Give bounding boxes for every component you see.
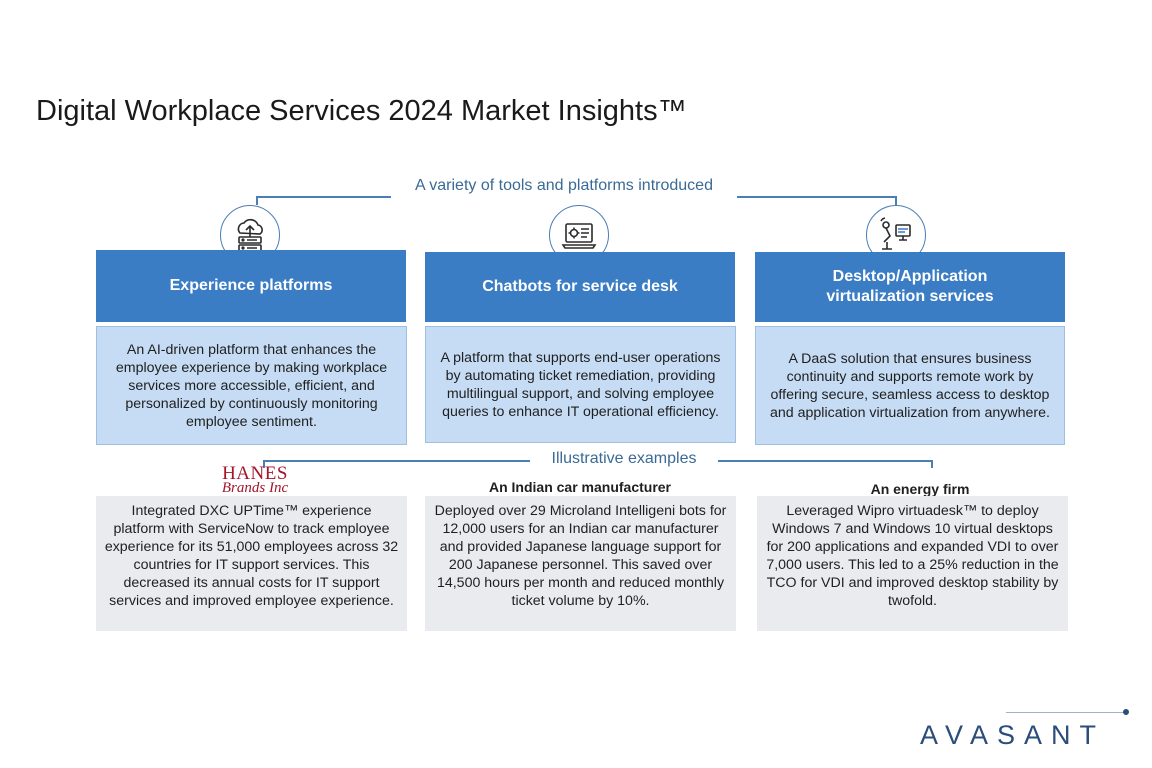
connector-drop-left (256, 196, 258, 205)
brand-accent-dot (1123, 709, 1129, 715)
examples-drop-left (263, 460, 265, 468)
description-virtualization: A DaaS solution that ensures business co… (770, 350, 1050, 421)
description-box-experience: An AI-driven platform that enhances the … (96, 326, 407, 445)
header-experience-platforms-label: Experience platforms (169, 277, 333, 294)
example-text-hanes: Integrated DXC UPTime™ experience platfo… (104, 503, 399, 609)
description-box-chatbots: A platform that supports end-user operat… (425, 326, 736, 443)
connector-drop-right (895, 196, 897, 205)
example-title-energy-firm: An energy firm (870, 481, 970, 497)
header-virtualization: Desktop/Application virtualization servi… (755, 252, 1065, 322)
hanes-brands-logo: HANES Brands Inc (205, 463, 305, 496)
header-chatbots: Chatbots for service desk (425, 252, 735, 322)
examples-drop-right (931, 460, 933, 468)
example-text-car-manufacturer: Deployed over 29 Microland Intelligeni b… (434, 503, 727, 609)
avasant-logo: AVASANT (920, 720, 1106, 750)
hanes-logo-line1: HANES (222, 463, 288, 484)
connector-line-top-right (737, 196, 896, 198)
example-box-energy-firm: Leveraged Wipro virtuadesk™ to deploy Wi… (757, 496, 1068, 631)
header-experience-platforms: Experience platforms (96, 250, 406, 322)
hanes-logo-line2: Brands Inc (221, 480, 289, 496)
example-title-car-manufacturer: An Indian car manufacturer (488, 479, 672, 495)
connector-line-top-left (256, 196, 391, 198)
tools-section-label: A variety of tools and platforms introdu… (391, 177, 737, 195)
brand-accent-line (1006, 712, 1124, 713)
header-virtualization-label: Desktop/Application virtualization servi… (826, 268, 994, 305)
examples-section-label: Illustrative examples (530, 450, 718, 468)
example-text-energy-firm: Leveraged Wipro virtuadesk™ to deploy Wi… (766, 503, 1059, 609)
description-box-virtualization: A DaaS solution that ensures business co… (755, 326, 1065, 445)
examples-line-right (700, 460, 932, 462)
description-chatbots: A platform that supports end-user operat… (440, 349, 721, 420)
header-chatbots-label: Chatbots for service desk (482, 278, 678, 295)
examples-line-left (263, 460, 533, 462)
page-title: Digital Workplace Services 2024 Market I… (36, 95, 687, 127)
description-experience: An AI-driven platform that enhances the … (115, 341, 388, 430)
example-box-hanes: Integrated DXC UPTime™ experience platfo… (96, 496, 407, 631)
example-box-car-manufacturer: Deployed over 29 Microland Intelligeni b… (425, 496, 736, 631)
